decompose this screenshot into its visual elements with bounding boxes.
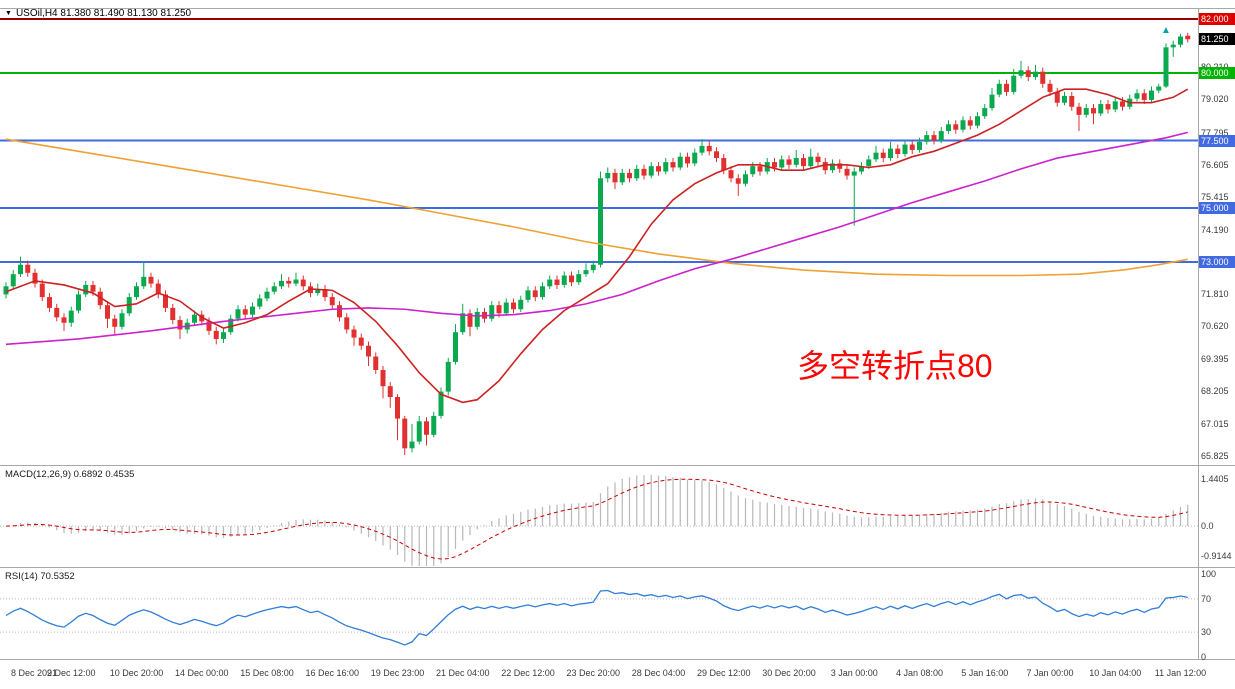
candlestick-series: [3, 32, 1191, 456]
macd-histogram: [0, 474, 1198, 566]
panel-separators: [0, 8, 1235, 660]
rsi-indicator-label: RSI(14) 70.5352: [5, 571, 75, 582]
last-tick-arrow-icon: ▲: [1161, 25, 1171, 36]
ma-orange-line: [5, 138, 1188, 277]
symbol-dropdown-icon[interactable]: ▼: [5, 9, 12, 17]
rsi-levels: [0, 598, 1198, 633]
symbol-ohlc-title: USOil,H4 81.380 81.490 81.130 81.250: [15, 8, 192, 19]
ma-red-line: [5, 88, 1189, 404]
rsi-line: [5, 589, 1188, 646]
macd-signal-line: [5, 478, 1188, 560]
symbol-title-bar: ▼ USOil,H4 81.380 81.490 81.130 81.250: [5, 8, 191, 19]
ma-magenta-line: [5, 131, 1188, 346]
macd-indicator-label: MACD(12,26,9) 0.6892 0.4535: [5, 469, 135, 480]
chart-annotation-text: 多空转折点80: [797, 348, 993, 384]
